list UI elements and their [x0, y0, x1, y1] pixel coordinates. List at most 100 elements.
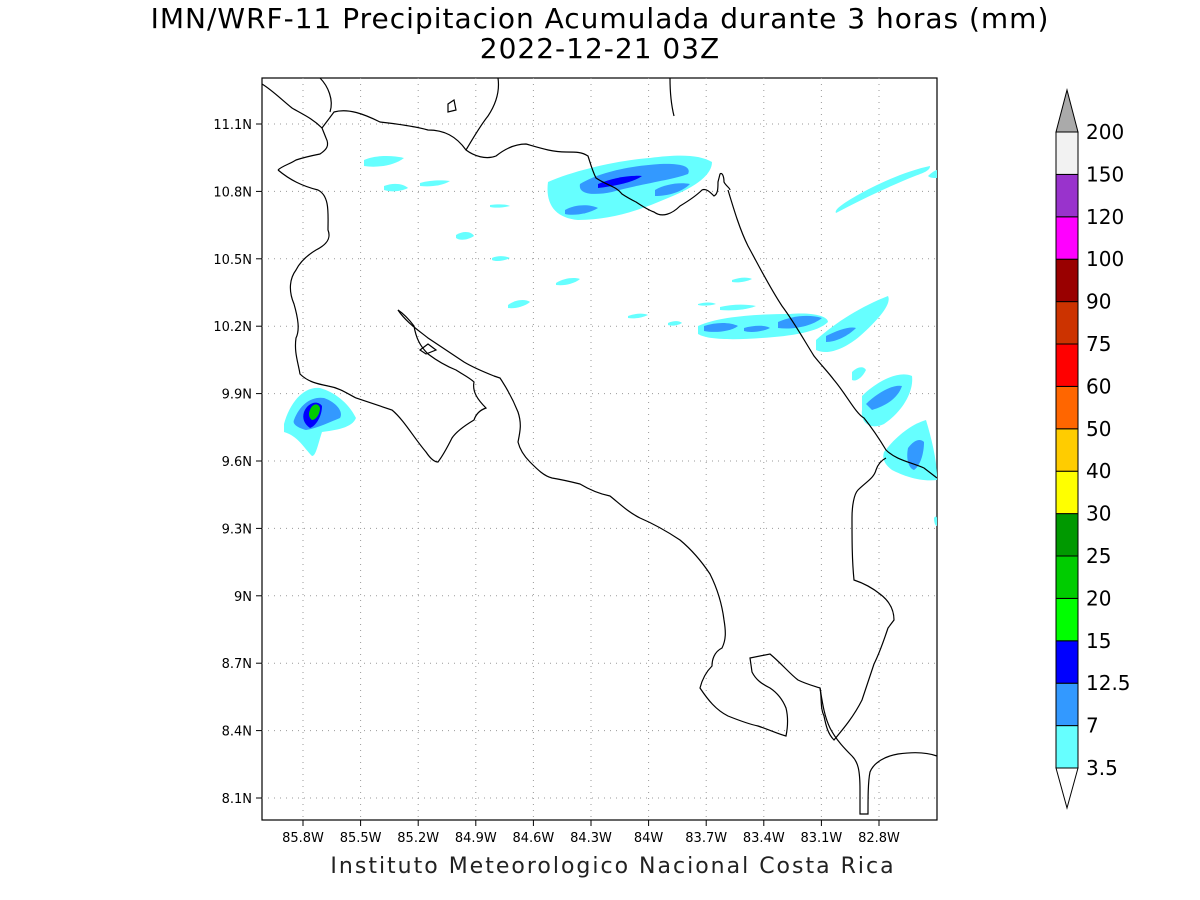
x-axis-ticks: 85.8W 85.5W 85.2W 84.9W 84.6W 84.3W 84W 83.7W 83…: [282, 820, 900, 846]
x-tick-label: 85.2W: [397, 831, 439, 846]
legend-label: 90: [1086, 290, 1111, 314]
precip-patch-cyan: [835, 166, 930, 213]
x-tick-label: 84.3W: [570, 831, 612, 846]
y-tick-label: 9.9N: [222, 388, 252, 403]
legend-label: 100: [1086, 247, 1124, 271]
y-tick-label: 9N: [234, 590, 252, 605]
y-tick-label: 8.4N: [222, 725, 252, 740]
caribbean-coast: [727, 189, 938, 479]
precip-patch-green: [308, 404, 320, 420]
precip-patch-cyan: [508, 300, 530, 309]
legend-color-box: [1055, 513, 1079, 557]
legend-label: 3.5: [1086, 756, 1118, 780]
legend-color-box: [1055, 258, 1079, 303]
footer-credit: Instituto Meteorologico Nacional Costa R…: [330, 854, 896, 879]
y-tick-label: 10.2N: [213, 320, 252, 335]
precip-patch-cyan: [852, 367, 866, 381]
lake-nicaragua-island: [447, 99, 457, 113]
x-tick-label: 83.1W: [800, 831, 842, 846]
color-legend: 3.5 7 12.5 15 20 25 30 40 50 60 75 90 100 120 150 200: [1055, 88, 1131, 810]
precip-patch-cyan: [364, 155, 404, 167]
x-tick-label: 83.7W: [685, 831, 727, 846]
x-tick-label: 83.4W: [743, 831, 785, 846]
nicoya-island: [418, 343, 438, 355]
y-tick-label: 9.3N: [222, 522, 252, 537]
legend-label: 75: [1086, 332, 1111, 356]
coastline: [261, 77, 938, 815]
legend-label: 15: [1086, 629, 1111, 653]
y-tick-label: 8.7N: [222, 657, 252, 672]
legend-color-box: [1055, 385, 1079, 430]
precip-patch-cyan: [490, 204, 510, 208]
precip-patch-cyan: [384, 183, 408, 192]
precip-patch-cyan: [556, 278, 580, 286]
legend-color-box: [1055, 555, 1079, 599]
legend-color-box: [1055, 301, 1079, 345]
y-tick-label: 10.8N: [213, 185, 252, 200]
chart-timestamp: 2022-12-21 03Z: [479, 32, 721, 65]
x-tick-label: 82.8W: [858, 831, 900, 846]
precip-patch-blue: [866, 385, 902, 410]
legend-color-box: [1055, 173, 1079, 218]
nicoya-gulf: [397, 309, 895, 741]
x-tick-label: 84W: [634, 831, 664, 846]
legend-color-box: [1055, 640, 1079, 684]
legend-label: 50: [1086, 417, 1111, 441]
precip-patch-cyan: [668, 321, 682, 326]
nicaragua-coast-north: [319, 77, 332, 113]
precip-patch-blue: [744, 325, 770, 332]
precip-patch-cyan: [698, 302, 716, 306]
y-tick-label: 10.5N: [213, 253, 252, 268]
precip-patch-cyan: [934, 516, 937, 526]
precip-patch-cyan: [628, 313, 648, 319]
precip-patch-blue: [565, 205, 598, 215]
nicaragua-inner-coast: [277, 127, 329, 171]
legend-label: 30: [1086, 502, 1111, 526]
legend-color-box: [1055, 597, 1079, 642]
precip-patch-blue: [778, 315, 822, 329]
legend-label: 200: [1086, 120, 1124, 144]
nicaragua-coast-east: [465, 77, 500, 151]
precip-patch-blue: [907, 440, 924, 470]
precip-patch-cyan: [732, 277, 752, 283]
legend-label: 25: [1086, 544, 1111, 568]
legend-color-box: [1055, 428, 1079, 472]
legend-color-box: [1055, 470, 1079, 515]
legend-label: 60: [1086, 374, 1111, 398]
x-tick-label: 85.5W: [340, 831, 382, 846]
precip-patch-cyan: [492, 256, 510, 262]
legend-color-box: [1055, 216, 1079, 260]
nicaragua-border: [261, 83, 731, 216]
y-tick-label: 11.1N: [213, 118, 252, 133]
legend-label: 40: [1086, 459, 1111, 483]
osa-coast: [819, 687, 938, 815]
precip-patch-cyan: [928, 170, 937, 178]
pacific-coast: [277, 169, 488, 463]
legend-label: 150: [1086, 162, 1124, 186]
legend-label: 12.5: [1086, 671, 1131, 695]
x-tick-label: 84.6W: [512, 831, 554, 846]
legend-arrow-high: [1055, 88, 1079, 133]
chart-title: IMN/WRF-11 Precipitacion Acumulada duran…: [150, 2, 1050, 35]
precip-patch-cyan: [420, 180, 450, 187]
precip-patch-cyan: [720, 304, 756, 311]
legend-arrow-low: [1055, 767, 1079, 810]
y-tick-label: 8.1N: [222, 792, 252, 807]
y-axis-ticks: 11.1N 10.8N 10.5N 10.2N 9.9N 9.6N 9.3N 9N 8.7N 8.…: [213, 118, 262, 807]
x-tick-label: 85.8W: [282, 831, 324, 846]
legend-label: 20: [1086, 586, 1111, 610]
legend-label: 7: [1086, 714, 1099, 738]
legend-color-box: [1055, 682, 1079, 727]
precipitation-field: [284, 155, 937, 526]
precip-patch-blue: [826, 327, 856, 342]
precip-patch-blue: [655, 183, 690, 196]
precip-patch-blue: [704, 323, 738, 332]
caribbean-coast: [669, 77, 675, 117]
x-tick-label: 84.9W: [455, 831, 497, 846]
legend-color-box: [1055, 343, 1079, 387]
legend-color-box: [1055, 131, 1079, 175]
precip-patch-cyan: [456, 232, 474, 240]
legend-color-box: [1055, 725, 1079, 769]
legend-label: 120: [1086, 205, 1124, 229]
